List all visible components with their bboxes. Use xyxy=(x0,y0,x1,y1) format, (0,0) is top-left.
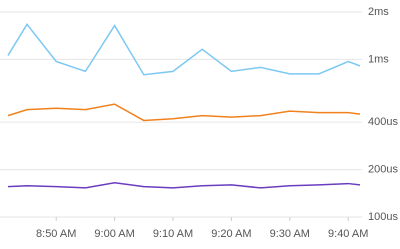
series-line xyxy=(7,103,361,122)
y-tick-label: 2ms xyxy=(368,6,389,18)
y-tick-label: 1ms xyxy=(368,53,389,65)
x-tick-label: 9:20 AM xyxy=(211,228,251,240)
y-tick-label: 100us xyxy=(368,211,398,223)
x-tick-label: 8:50 AM xyxy=(36,228,76,240)
y-tick-label: 200us xyxy=(368,163,398,175)
x-tick-label: 9:00 AM xyxy=(94,228,134,240)
y-tick-label: 400us xyxy=(368,116,398,128)
series-line xyxy=(7,181,361,189)
series-line xyxy=(7,23,361,76)
x-tick-label: 9:30 AM xyxy=(270,228,310,240)
x-tick-label: 9:10 AM xyxy=(153,228,193,240)
x-tick-label: 9:40 AM xyxy=(328,228,368,240)
